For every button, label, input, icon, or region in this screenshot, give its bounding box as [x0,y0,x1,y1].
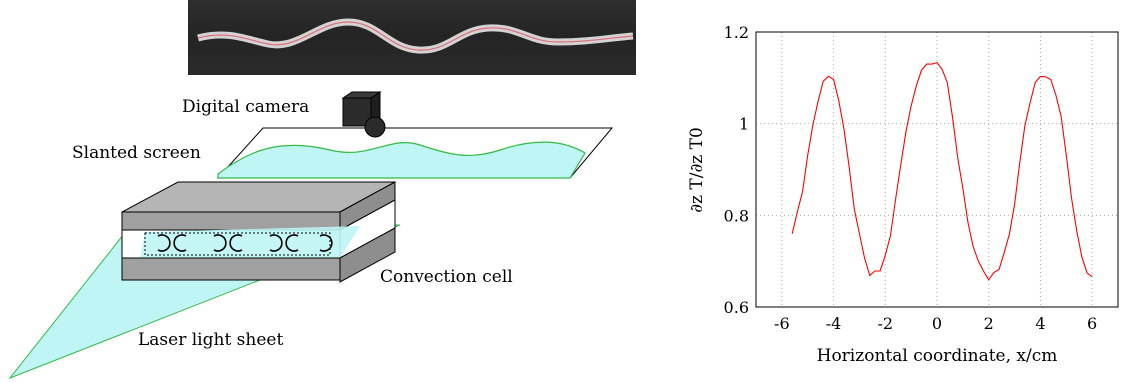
x-axis-label: Horizontal coordinate, x/cm [817,346,1058,366]
y-axis-label: ∂z T/∂z T0 [687,127,707,213]
series-line [791,61,1093,281]
interferogram-photo [188,0,636,75]
x-tick-label: -6 [774,314,790,333]
photo-fringe [197,18,634,54]
camera-icon [341,91,386,138]
x-tick-label: 4 [1035,314,1045,333]
laser-label: Laser light sheet [138,330,283,350]
x-tick-label: 2 [984,314,994,333]
x-tick-label: -4 [826,314,842,333]
camera-label: Digital camera [182,97,309,117]
cell-label: Convection cell [380,267,513,287]
y-tick-label: 1 [739,115,749,134]
x-tick-label: 6 [1087,314,1097,333]
y-tick-label: 1.2 [724,23,749,42]
y-tick-label: 0.8 [724,206,749,225]
x-tick-label: -2 [877,314,893,333]
plot-frame [755,31,1119,308]
screen-profile [217,141,586,179]
convection-cell [121,181,396,283]
chart-grid [756,31,1118,308]
screen-label: Slanted screen [72,143,201,163]
setup-diagram: Digital camera Slanted screen Convection… [8,91,614,380]
x-tick-label: 0 [932,314,942,333]
y-tick-label: 0.6 [724,298,749,317]
